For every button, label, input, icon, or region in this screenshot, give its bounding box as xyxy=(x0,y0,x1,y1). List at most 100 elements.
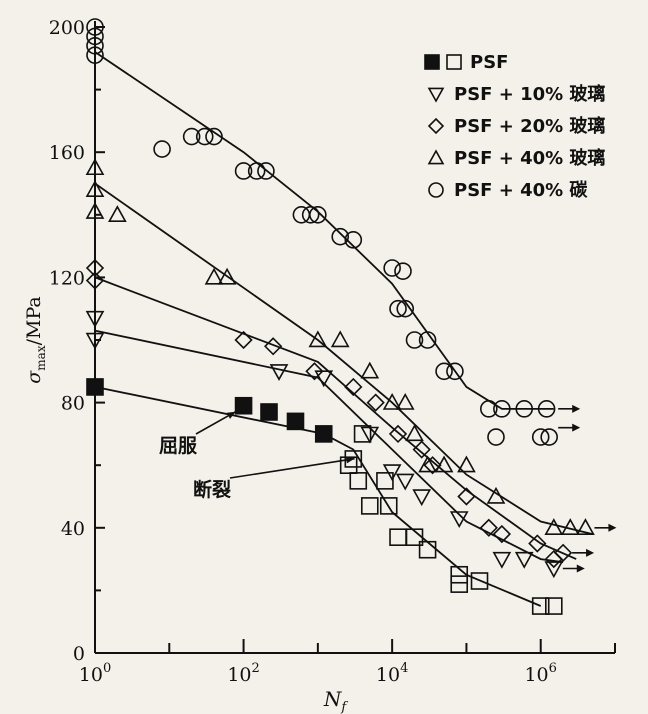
point-diamond-open xyxy=(388,424,408,444)
point-circle-open xyxy=(301,206,320,224)
point-circle-open xyxy=(493,400,511,418)
legend-marker xyxy=(427,117,445,135)
runout-arrow-head xyxy=(576,564,585,573)
point-triangle-down-open xyxy=(85,332,105,350)
point-triangle-up-open xyxy=(204,267,224,285)
x-tick-label: 104 xyxy=(376,661,408,686)
x-tick-label: 100 xyxy=(79,661,111,686)
point-circle-open xyxy=(86,36,104,55)
legend-label: PSF + 10% 玻璃 xyxy=(454,83,605,105)
point-circle-open xyxy=(479,400,498,418)
point-circle-open xyxy=(234,162,253,180)
annotation-label: 屈服 xyxy=(159,435,198,457)
point-diamond-open xyxy=(479,518,498,537)
point-circle-open xyxy=(247,162,266,180)
point-square-open xyxy=(353,425,372,443)
point-circle-open xyxy=(86,27,104,46)
y-tick-label: 40 xyxy=(61,518,85,540)
point-diamond-open xyxy=(492,524,512,544)
point-diamond-open xyxy=(305,362,324,381)
fit-line-triangle-up xyxy=(94,182,593,535)
runout-arrow-head xyxy=(572,404,581,413)
point-square-open xyxy=(349,472,368,490)
point-circle-open xyxy=(309,206,327,224)
legend: PSF PSF + 10% 玻璃 PSF + 20% 玻璃 PSF + 40% 玻璃 P… xyxy=(424,52,605,201)
point-triangle-down-open xyxy=(544,561,564,579)
point-triangle-down-open xyxy=(269,364,289,381)
point-square-filled xyxy=(314,425,333,443)
legend-label: PSF + 40% 碳 xyxy=(454,179,588,201)
point-square-filled xyxy=(86,378,104,396)
runout-arrow-head xyxy=(572,423,581,432)
legend-marker xyxy=(427,149,445,165)
point-circle-open xyxy=(205,127,223,146)
fit-line-circle xyxy=(94,51,554,410)
point-triangle-down-open xyxy=(412,489,432,507)
runout-arrow-head xyxy=(586,548,595,557)
point-triangle-up-open xyxy=(544,518,564,536)
axis-titles-group: Nf σmax/MPa xyxy=(23,296,348,714)
point-circle-open xyxy=(153,140,171,158)
point-triangle-down-open xyxy=(395,473,415,491)
axes-group: 0 40 80 120 160 200 100 102 104 106 xyxy=(49,17,616,686)
point-circle-open xyxy=(540,428,558,446)
annotation-arrow-line xyxy=(229,457,355,479)
point-triangle-up-open xyxy=(418,455,437,473)
y-tick-label: 80 xyxy=(61,393,85,415)
fit-line-diamond xyxy=(94,276,577,560)
point-circle-open xyxy=(394,262,412,280)
point-square-open xyxy=(418,540,437,559)
markers-group xyxy=(85,18,617,615)
fit-line-square xyxy=(94,386,542,607)
point-square-open xyxy=(470,572,489,590)
point-square-open xyxy=(450,565,469,584)
point-circle-open xyxy=(487,428,505,446)
point-diamond-open xyxy=(344,377,363,397)
legend-marker xyxy=(428,182,444,198)
point-triangle-up-open xyxy=(217,267,237,285)
point-triangle-down-open xyxy=(492,551,512,569)
point-circle-open xyxy=(344,231,363,249)
annotation-arrow-head xyxy=(226,411,236,419)
runout-arrow-head xyxy=(608,523,617,532)
point-triangle-up-open xyxy=(85,202,105,219)
legend-label: PSF + 20% 玻璃 xyxy=(454,115,605,137)
point-diamond-open xyxy=(85,258,105,278)
point-circle-open xyxy=(537,400,556,418)
point-diamond-open xyxy=(423,456,442,475)
y-tick-label: 120 xyxy=(49,267,85,289)
point-triangle-up-open xyxy=(85,180,105,197)
point-diamond-open xyxy=(85,271,105,290)
point-triangle-down-open xyxy=(314,370,334,388)
point-circle-open xyxy=(405,331,424,349)
y-tick-label: 160 xyxy=(49,142,85,164)
point-diamond-open xyxy=(234,330,253,350)
point-triangle-up-open xyxy=(360,361,380,379)
point-triangle-up-open xyxy=(457,455,476,473)
point-square-open xyxy=(405,528,424,546)
point-triangle-up-open xyxy=(434,455,454,473)
point-circle-open xyxy=(396,299,415,318)
point-diamond-open xyxy=(264,337,283,356)
point-circle-open xyxy=(257,162,275,180)
point-square-open xyxy=(531,597,550,615)
point-triangle-up-open xyxy=(108,205,127,222)
point-triangle-up-open xyxy=(576,518,595,536)
point-circle-open xyxy=(418,331,437,349)
legend-marker xyxy=(427,87,445,103)
point-square-filled xyxy=(234,396,253,415)
x-axis-title: Nf xyxy=(323,687,349,714)
point-square-open xyxy=(344,450,363,468)
point-square-open xyxy=(376,472,394,490)
point-circle-open xyxy=(86,18,104,36)
point-triangle-up-open xyxy=(560,518,580,536)
point-diamond-open xyxy=(553,543,573,562)
y-axis-title: σmax/MPa xyxy=(23,296,48,383)
point-triangle-up-open xyxy=(395,392,415,410)
point-triangle-up-open xyxy=(486,486,506,504)
point-square-open xyxy=(544,597,563,615)
point-circle-open xyxy=(515,400,534,418)
